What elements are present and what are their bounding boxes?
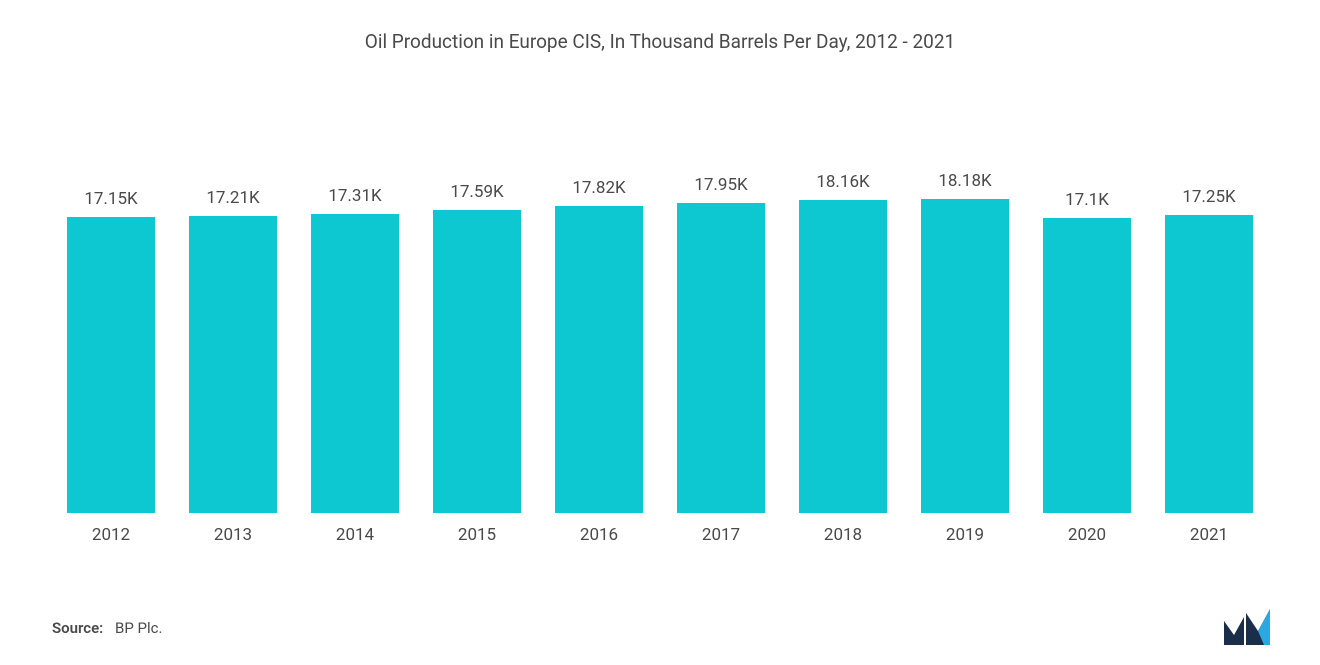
bar-value-label: 17.1K (1065, 190, 1109, 210)
bar-value-label: 17.15K (84, 189, 137, 209)
x-axis-label: 2014 (294, 525, 416, 545)
x-axis-label: 2016 (538, 525, 660, 545)
bar-value-label: 17.59K (450, 182, 503, 202)
bar (1165, 215, 1253, 513)
bar-value-label: 17.25K (1182, 187, 1235, 207)
bar (189, 216, 277, 513)
chart-plot-area: 17.15K 17.21K 17.31K 17.59K 17.82K 17.95K 18.1… (40, 113, 1280, 513)
x-axis-label: 2021 (1148, 525, 1270, 545)
x-axis: 2012201320142015201620172018201920202021 (40, 525, 1280, 545)
bar-group: 17.59K (416, 113, 538, 513)
bar-value-label: 17.95K (694, 175, 747, 195)
x-axis-label: 2017 (660, 525, 782, 545)
bar-group: 17.31K (294, 113, 416, 513)
source-text: BP Plc. (115, 619, 162, 637)
x-axis-label: 2018 (782, 525, 904, 545)
mordor-logo (1224, 609, 1280, 645)
bar (921, 199, 1009, 513)
x-axis-label: 2020 (1026, 525, 1148, 545)
x-axis-label: 2013 (172, 525, 294, 545)
bar (311, 214, 399, 513)
bar-group: 17.15K (50, 113, 172, 513)
bar-group: 17.1K (1026, 113, 1148, 513)
bar (555, 206, 643, 513)
chart-title: Oil Production in Europe CIS, In Thousan… (40, 30, 1280, 53)
x-axis-label: 2019 (904, 525, 1026, 545)
bar-value-label: 18.18K (938, 171, 991, 191)
bar (677, 203, 765, 513)
bar-value-label: 17.82K (572, 178, 625, 198)
bar (799, 200, 887, 513)
bar-group: 17.95K (660, 113, 782, 513)
bar (67, 217, 155, 513)
bar-group: 18.18K (904, 113, 1026, 513)
bar-group: 17.25K (1148, 113, 1270, 513)
source-label: Source: (52, 619, 103, 637)
bar-group: 17.82K (538, 113, 660, 513)
bar-value-label: 18.16K (816, 172, 869, 192)
bar-value-label: 17.31K (328, 186, 381, 206)
x-axis-label: 2012 (50, 525, 172, 545)
bar-group: 18.16K (782, 113, 904, 513)
bar (433, 210, 521, 513)
bar-value-label: 17.21K (206, 188, 259, 208)
bar-group: 17.21K (172, 113, 294, 513)
x-axis-label: 2015 (416, 525, 538, 545)
bar (1043, 218, 1131, 513)
source-citation: Source: BP Plc. (52, 619, 162, 637)
